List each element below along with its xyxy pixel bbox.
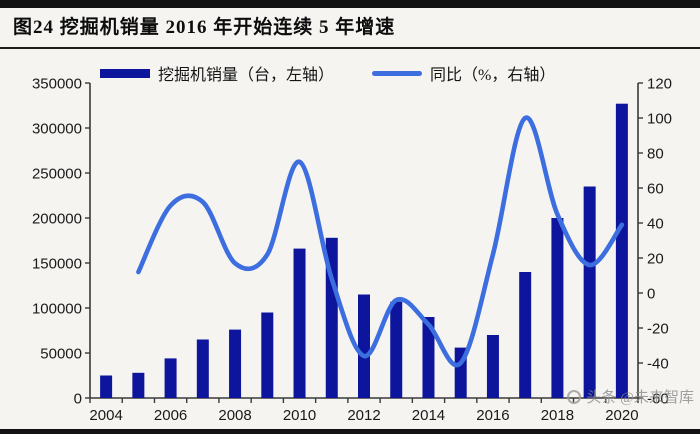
watermark-logo-icon — [567, 389, 582, 404]
bar-2013 — [390, 301, 403, 398]
watermark-text: 头条 @未来智库 — [586, 390, 694, 406]
x-axis-tick-label: 2020 — [605, 407, 638, 424]
x-axis-tick-label: 2018 — [541, 407, 574, 424]
x-axis-tick-label: 2006 — [154, 407, 187, 424]
x-axis-tick-label: 2012 — [347, 407, 380, 424]
bar-series-swatch — [100, 68, 150, 78]
title-divider — [0, 47, 700, 49]
bar-2011 — [325, 237, 338, 398]
bar-2008 — [229, 329, 242, 398]
x-axis-tick-label: 2010 — [283, 407, 316, 424]
left-axis-tick-label: 150000 — [32, 255, 82, 272]
right-axis-tick-label: 40 — [647, 215, 664, 232]
legend-item-sales: 挖掘机销量（台，左轴） — [100, 61, 334, 85]
bar-2014 — [422, 317, 435, 398]
right-axis-tick-label: -60 — [647, 390, 669, 407]
legend: 挖掘机销量（台，左轴） 同比（%，右轴） — [100, 61, 555, 85]
yoy-line — [136, 115, 625, 368]
line-series-label: 同比（%，右轴） — [430, 67, 556, 84]
bar-2009 — [261, 312, 274, 398]
left-axis-tick-label: 100000 — [32, 300, 82, 317]
legend-item-yoy: 同比（%，右轴） — [372, 61, 555, 85]
bar-2006 — [164, 358, 177, 398]
bar-2020 — [615, 103, 628, 398]
left-axis-tick-label: 250000 — [32, 165, 82, 182]
bar-2016 — [486, 335, 499, 398]
watermark: 头条 @未来智库 — [567, 386, 694, 407]
right-axis-tick-label: 20 — [647, 250, 664, 267]
left-axis-tick-label: 300000 — [32, 120, 82, 137]
bar-2010 — [293, 248, 306, 398]
x-axis-tick-label: 2008 — [218, 407, 251, 424]
right-axis-tick-label: 80 — [647, 145, 664, 162]
bottom-frame-bar — [0, 429, 700, 434]
x-axis-tick-label: 2004 — [89, 407, 122, 424]
bar-2004 — [100, 375, 113, 398]
line-series-swatch — [372, 70, 423, 76]
right-axis-tick-label: 120 — [647, 75, 672, 92]
left-axis-tick-label: 350000 — [32, 75, 82, 92]
x-axis-tick-label: 2016 — [476, 407, 509, 424]
bar-2012 — [358, 294, 370, 398]
right-axis-tick-label: -20 — [647, 320, 669, 337]
bar-2005 — [132, 372, 145, 398]
right-axis-tick-label: 0 — [647, 285, 655, 302]
bar-series-label: 挖掘机销量（台，左轴） — [158, 67, 335, 84]
right-axis-tick-label: 60 — [647, 180, 664, 197]
left-axis-tick-label: 50000 — [40, 345, 82, 362]
left-axis-tick-label: 0 — [74, 390, 82, 407]
bar-2019 — [583, 186, 596, 398]
x-axis-tick-label: 2014 — [412, 407, 445, 424]
chart-title: 图24 挖掘机销量 2016 年开始连续 5 年增速 — [13, 17, 396, 38]
left-axis-tick-label: 200000 — [32, 210, 82, 227]
right-axis-tick-label: 100 — [647, 110, 672, 127]
bar-2017 — [519, 272, 532, 398]
bar-2007 — [196, 339, 209, 398]
bar-2018 — [551, 218, 564, 398]
chart-svg: 0 50000 100000 150000 200000 250000 300000 3500… — [32, 75, 672, 424]
right-axis-tick-label: -40 — [647, 355, 669, 372]
top-frame-bar — [0, 0, 700, 8]
